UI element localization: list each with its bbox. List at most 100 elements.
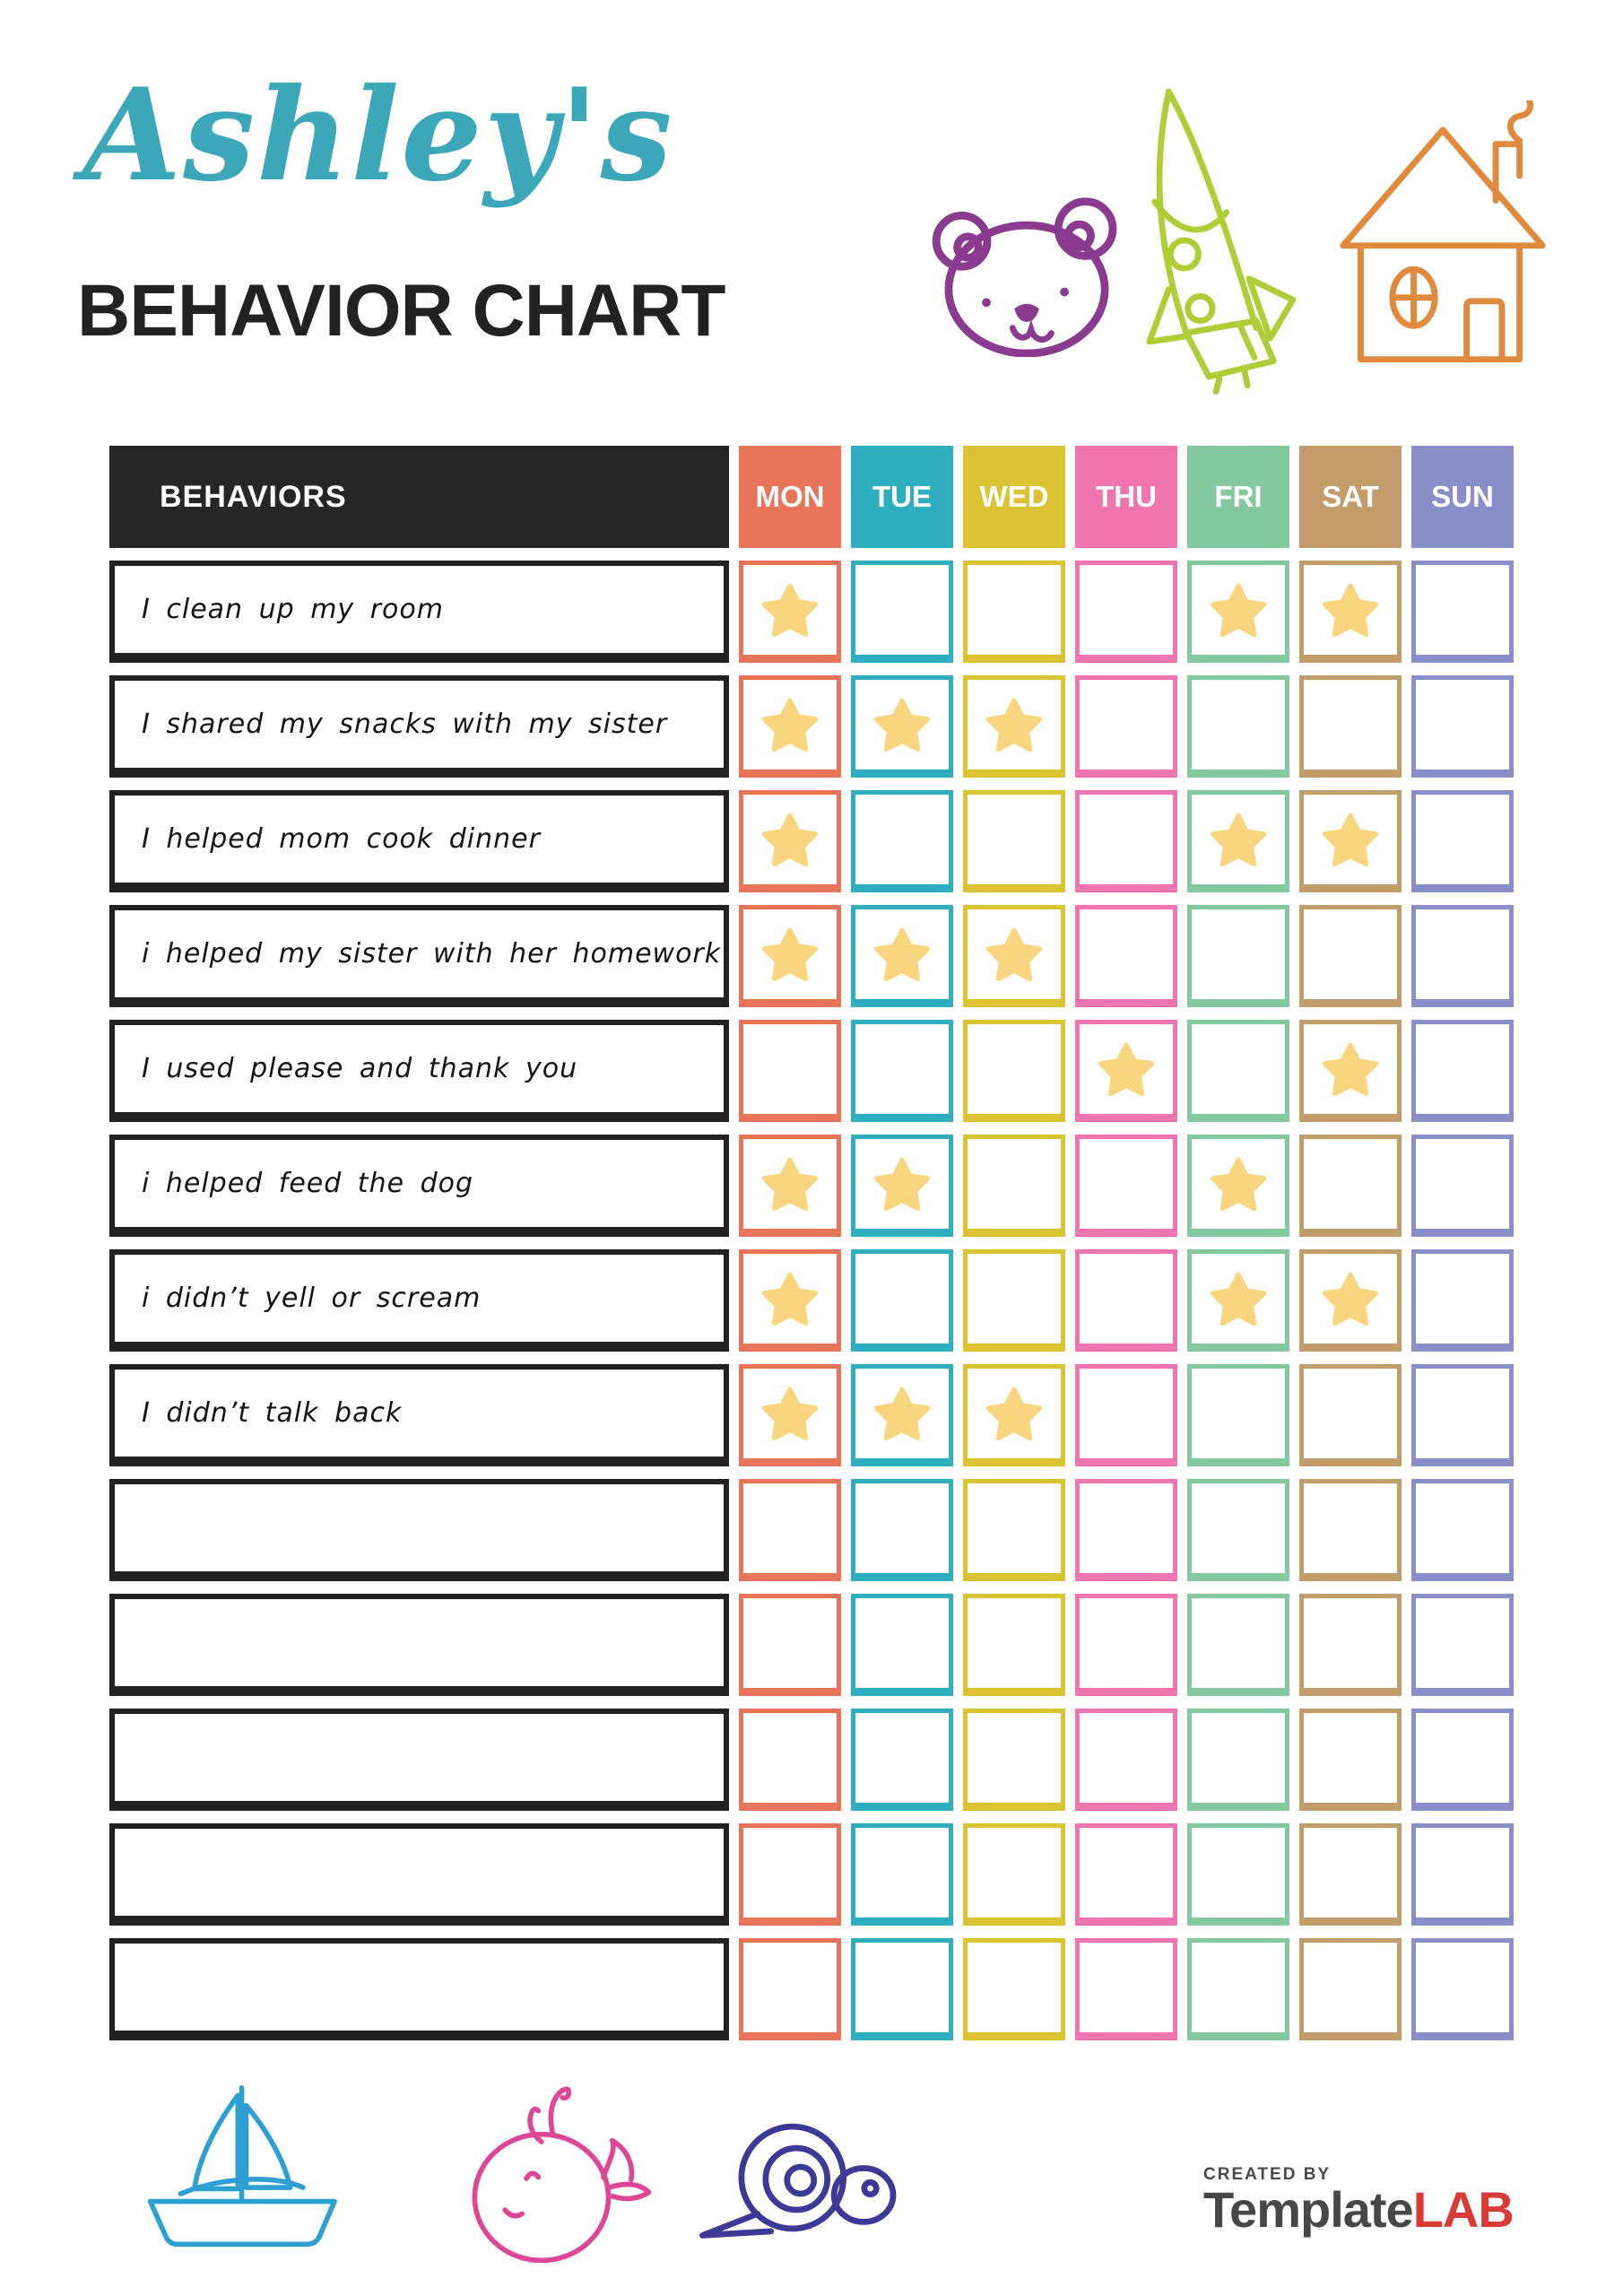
star-cell-mon[interactable] bbox=[739, 1479, 841, 1581]
star-cell-fri[interactable] bbox=[1187, 905, 1289, 1007]
star-cell-fri[interactable] bbox=[1187, 1709, 1289, 1811]
star-cell-wed[interactable] bbox=[963, 1135, 1065, 1237]
star-cell-wed[interactable] bbox=[963, 905, 1065, 1007]
star-cell-thu[interactable] bbox=[1075, 561, 1177, 663]
star-cell-thu[interactable] bbox=[1075, 1594, 1177, 1696]
star-cell-tue[interactable] bbox=[851, 905, 953, 1007]
behavior-label: I clean up my room bbox=[109, 561, 729, 663]
logo-created-by: CREATED BY bbox=[1203, 2165, 1332, 2184]
star-cell-sun[interactable] bbox=[1411, 1249, 1514, 1352]
star-cell-fri[interactable] bbox=[1187, 1938, 1289, 2040]
star-cell-tue[interactable] bbox=[851, 1020, 953, 1122]
star-cell-sat[interactable] bbox=[1299, 1594, 1402, 1696]
logo-brand-template: Template bbox=[1203, 2181, 1414, 2238]
star-cell-thu[interactable] bbox=[1075, 905, 1177, 1007]
star-cell-sat[interactable] bbox=[1299, 1249, 1402, 1352]
star-cell-mon[interactable] bbox=[739, 905, 841, 1007]
star-cell-wed[interactable] bbox=[963, 1249, 1065, 1352]
star-cell-sun[interactable] bbox=[1411, 1709, 1514, 1811]
star-cell-tue[interactable] bbox=[851, 1938, 953, 2040]
star-cell-wed[interactable] bbox=[963, 1364, 1065, 1466]
star-cell-sat[interactable] bbox=[1299, 675, 1402, 778]
star-cell-mon[interactable] bbox=[739, 1594, 841, 1696]
star-cell-fri[interactable] bbox=[1187, 561, 1289, 663]
star-cell-thu[interactable] bbox=[1075, 1364, 1177, 1466]
star-cell-mon[interactable] bbox=[739, 1249, 841, 1352]
star-cell-tue[interactable] bbox=[851, 1135, 953, 1237]
star-cell-sun[interactable] bbox=[1411, 1364, 1514, 1466]
star-cell-tue[interactable] bbox=[851, 675, 953, 778]
star-cell-sat[interactable] bbox=[1299, 1135, 1402, 1237]
star-cell-thu[interactable] bbox=[1075, 1938, 1177, 2040]
star-cell-sun[interactable] bbox=[1411, 561, 1514, 663]
star-cell-fri[interactable] bbox=[1187, 1594, 1289, 1696]
star-cell-thu[interactable] bbox=[1075, 675, 1177, 778]
star-cell-mon[interactable] bbox=[739, 675, 841, 778]
star-cell-sun[interactable] bbox=[1411, 1020, 1514, 1122]
star-cell-sat[interactable] bbox=[1299, 1938, 1402, 2040]
star-cell-wed[interactable] bbox=[963, 1823, 1065, 1926]
star-cell-tue[interactable] bbox=[851, 1594, 953, 1696]
star-cell-fri[interactable] bbox=[1187, 1479, 1289, 1581]
star-cell-mon[interactable] bbox=[739, 1938, 841, 2040]
star-cell-fri[interactable] bbox=[1187, 1020, 1289, 1122]
star-cell-sat[interactable] bbox=[1299, 1479, 1402, 1581]
star-cell-sun[interactable] bbox=[1411, 1594, 1514, 1696]
star-cell-thu[interactable] bbox=[1075, 1823, 1177, 1926]
star-cell-fri[interactable] bbox=[1187, 1249, 1289, 1352]
star-cell-fri[interactable] bbox=[1187, 790, 1289, 892]
star-cell-fri[interactable] bbox=[1187, 1823, 1289, 1926]
star-cell-tue[interactable] bbox=[851, 561, 953, 663]
behavior-row: i didn’t yell or scream bbox=[109, 1249, 1515, 1352]
star-cell-fri[interactable] bbox=[1187, 1135, 1289, 1237]
star-cell-wed[interactable] bbox=[963, 1479, 1065, 1581]
star-cell-sun[interactable] bbox=[1411, 1479, 1514, 1581]
star-cell-mon[interactable] bbox=[739, 1823, 841, 1926]
star-cell-wed[interactable] bbox=[963, 1594, 1065, 1696]
star-cell-sat[interactable] bbox=[1299, 1709, 1402, 1811]
star-cell-fri[interactable] bbox=[1187, 675, 1289, 778]
star-cell-sat[interactable] bbox=[1299, 790, 1402, 892]
star-cell-wed[interactable] bbox=[963, 1938, 1065, 2040]
star-cell-wed[interactable] bbox=[963, 561, 1065, 663]
star-cell-tue[interactable] bbox=[851, 1479, 953, 1581]
star-cell-wed[interactable] bbox=[963, 1020, 1065, 1122]
bear-icon bbox=[925, 190, 1130, 357]
star-cell-sun[interactable] bbox=[1411, 675, 1514, 778]
day-header-fri: FRI bbox=[1187, 446, 1289, 548]
star-cell-thu[interactable] bbox=[1075, 790, 1177, 892]
star-cell-sat[interactable] bbox=[1299, 1364, 1402, 1466]
star-cell-wed[interactable] bbox=[963, 1709, 1065, 1811]
star-cell-wed[interactable] bbox=[963, 675, 1065, 778]
star-cell-wed[interactable] bbox=[963, 790, 1065, 892]
star-cell-mon[interactable] bbox=[739, 790, 841, 892]
star-cell-tue[interactable] bbox=[851, 790, 953, 892]
star-cell-mon[interactable] bbox=[739, 1020, 841, 1122]
star-cell-thu[interactable] bbox=[1075, 1709, 1177, 1811]
star-icon bbox=[1322, 1042, 1379, 1097]
behavior-label: i helped my sister with her homework bbox=[109, 905, 729, 1007]
star-cell-thu[interactable] bbox=[1075, 1135, 1177, 1237]
star-cell-sun[interactable] bbox=[1411, 1135, 1514, 1237]
star-cell-thu[interactable] bbox=[1075, 1479, 1177, 1581]
star-cell-thu[interactable] bbox=[1075, 1020, 1177, 1122]
star-cell-tue[interactable] bbox=[851, 1364, 953, 1466]
star-cell-tue[interactable] bbox=[851, 1823, 953, 1926]
star-cell-tue[interactable] bbox=[851, 1249, 953, 1352]
star-cell-sat[interactable] bbox=[1299, 1020, 1402, 1122]
star-cell-sun[interactable] bbox=[1411, 905, 1514, 1007]
star-cell-mon[interactable] bbox=[739, 1709, 841, 1811]
star-cell-sat[interactable] bbox=[1299, 905, 1402, 1007]
star-cell-tue[interactable] bbox=[851, 1709, 953, 1811]
star-cell-mon[interactable] bbox=[739, 1364, 841, 1466]
star-cell-sat[interactable] bbox=[1299, 1823, 1402, 1926]
behavior-table: BEHAVIORS MON TUE WED THU FRI SAT SUN I clean … bbox=[109, 446, 1515, 2040]
star-cell-sun[interactable] bbox=[1411, 1823, 1514, 1926]
star-cell-mon[interactable] bbox=[739, 561, 841, 663]
star-cell-mon[interactable] bbox=[739, 1135, 841, 1237]
star-cell-thu[interactable] bbox=[1075, 1249, 1177, 1352]
star-cell-sat[interactable] bbox=[1299, 561, 1402, 663]
star-cell-sun[interactable] bbox=[1411, 1938, 1514, 2040]
star-cell-sun[interactable] bbox=[1411, 790, 1514, 892]
star-cell-fri[interactable] bbox=[1187, 1364, 1289, 1466]
